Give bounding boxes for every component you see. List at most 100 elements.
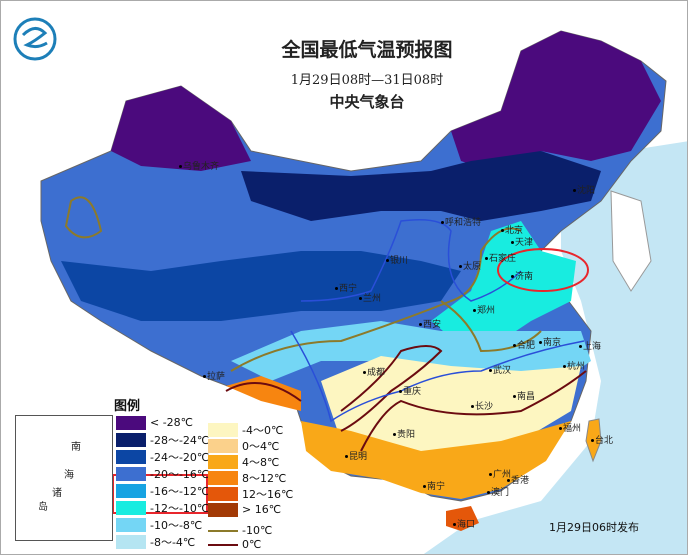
zone-dark-purple-ne — [451, 31, 661, 171]
highlight-ellipse-shandong — [497, 248, 589, 292]
legend-label: -8～-4℃ — [150, 535, 196, 549]
legend-color-swatch — [116, 466, 146, 481]
city-label: 呼和浩特 — [441, 215, 481, 228]
agency-name: 中央气象台 — [329, 93, 405, 111]
legend-color-swatch — [208, 486, 238, 501]
highlight-rect-legend — [112, 474, 208, 514]
neighbor-land — [610, 190, 652, 292]
city-label: 香港 — [507, 473, 529, 486]
legend-item: 8～12℃ — [208, 470, 286, 485]
legend-color-swatch — [116, 432, 146, 447]
cma-logo-icon — [13, 17, 57, 61]
city-label: 南昌 — [513, 389, 535, 402]
inset-label: 诸 — [52, 488, 62, 499]
inset-label: 岛 — [38, 502, 48, 513]
city-label: 广州 — [489, 467, 511, 480]
legend-label: -10℃ — [242, 524, 273, 537]
city-label: 石家庄 — [485, 251, 516, 264]
city-label: 北京 — [501, 223, 523, 236]
city-label: 南宁 — [423, 479, 445, 492]
forecast-period: 1月29日08时—31日08时 — [290, 73, 444, 88]
legend-label: 12～16℃ — [242, 487, 294, 501]
legend-color-swatch — [116, 449, 146, 464]
legend-item: -16～-12℃ — [116, 483, 209, 498]
legend-item: -20～-16℃ — [116, 466, 209, 481]
legend-line-swatch — [208, 543, 238, 546]
city-label: 西宁 — [335, 281, 357, 294]
city-label: 太原 — [459, 259, 481, 272]
city-label: 重庆 — [399, 384, 421, 397]
city-label: 郑州 — [473, 303, 495, 316]
inset-label: 南 — [71, 442, 81, 453]
legend-label: -10～-8℃ — [150, 518, 203, 532]
zone-navy-north — [241, 151, 601, 221]
legend-color-swatch — [116, 483, 146, 498]
legend-item: -24～-20℃ — [116, 449, 209, 464]
city-label: 福州 — [559, 421, 581, 434]
south-china-sea-inset: 南 海 诸 岛 — [15, 415, 113, 541]
legend-label: -28～-24℃ — [150, 433, 210, 447]
legend-label: -20～-16℃ — [150, 467, 210, 481]
legend-label: 0～4℃ — [242, 439, 280, 453]
legend-item: -8～-4℃ — [116, 534, 195, 549]
city-label: 武汉 — [489, 363, 511, 376]
zone-pale-yellow-south — [321, 356, 581, 456]
city-label: 济南 — [511, 269, 533, 282]
city-label: 海口 — [453, 517, 475, 530]
legend-item: -4～0℃ — [208, 422, 283, 437]
legend-color-swatch — [208, 438, 238, 453]
legend-item: -10℃ — [208, 523, 272, 538]
inset-label: 海 — [64, 470, 74, 481]
legend-item: 12～16℃ — [208, 486, 293, 501]
legend-label: 4～8℃ — [242, 455, 280, 469]
legend-item: < -28℃ — [116, 415, 193, 430]
legend-color-swatch — [208, 470, 238, 485]
legend-item: -28～-24℃ — [116, 432, 209, 447]
legend-label: -16～-12℃ — [150, 484, 210, 498]
city-label: 台北 — [591, 433, 613, 446]
city-label: 杭州 — [563, 359, 585, 372]
city-label: 乌鲁木齐 — [179, 159, 219, 172]
city-label: 拉萨 — [203, 369, 225, 382]
city-label: 上海 — [579, 339, 601, 352]
city-label: 成都 — [363, 365, 385, 378]
map-title: 全国最低气温预报图 — [281, 39, 453, 61]
city-label: 兰州 — [359, 291, 381, 304]
legend-color-swatch — [116, 500, 146, 515]
legend-color-swatch — [208, 502, 238, 517]
city-label: 银川 — [386, 253, 408, 266]
legend-color-swatch — [116, 517, 146, 532]
legend-color-swatch — [116, 415, 146, 430]
legend-label: -24～-20℃ — [150, 450, 210, 464]
zone-dark-purple-nw — [111, 86, 251, 171]
legend-label: < -28℃ — [150, 416, 194, 429]
legend-label: 0℃ — [242, 538, 262, 551]
legend-item: -10～-8℃ — [116, 517, 202, 532]
city-label: 合肥 — [513, 338, 535, 351]
legend-label: > 16℃ — [242, 503, 282, 516]
legend-title: 图例 — [114, 399, 141, 414]
issued-time: 1月29日06时发布 — [549, 521, 639, 534]
legend-item: 0～4℃ — [208, 438, 279, 453]
legend-label: 8～12℃ — [242, 471, 287, 485]
legend-item: 4～8℃ — [208, 454, 279, 469]
legend-item: 0℃ — [208, 537, 261, 552]
legend-label: -4～0℃ — [242, 423, 284, 437]
city-label: 昆明 — [345, 449, 367, 462]
legend-line-swatch — [208, 529, 238, 532]
city-label: 天津 — [511, 235, 533, 248]
zone-cyan-east — [431, 221, 576, 346]
legend-color-swatch — [208, 454, 238, 469]
city-label: 贵阳 — [393, 427, 415, 440]
legend-color-swatch — [208, 422, 238, 437]
legend-color-swatch — [116, 534, 146, 549]
city-label: 长沙 — [471, 399, 493, 412]
legend-label: -12～-10℃ — [150, 501, 210, 515]
city-label: 澳门 — [487, 485, 509, 498]
city-label: 西安 — [419, 317, 441, 330]
city-label: 沈阳 — [573, 183, 595, 196]
city-label: 南京 — [539, 335, 561, 348]
legend-item: -12～-10℃ — [116, 500, 209, 515]
legend-item: > 16℃ — [208, 502, 281, 517]
